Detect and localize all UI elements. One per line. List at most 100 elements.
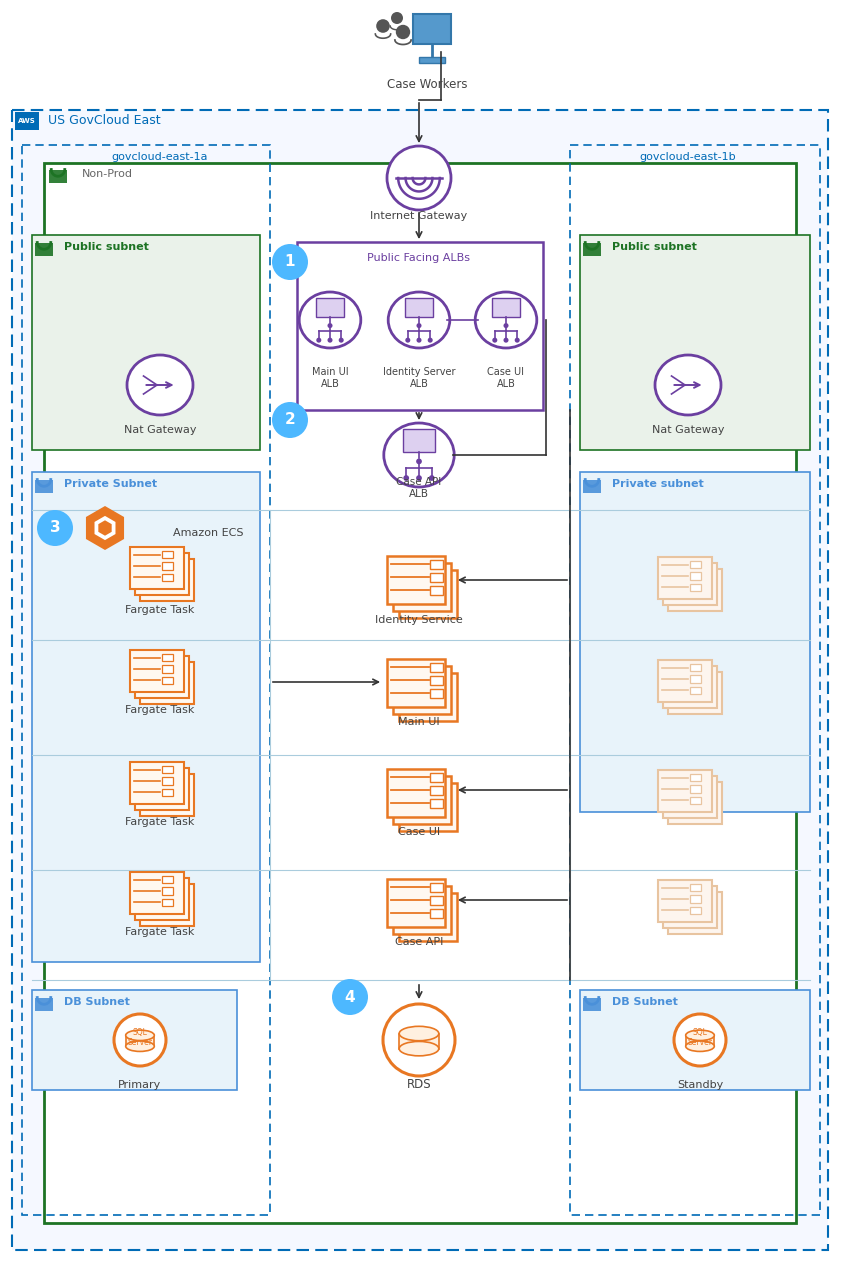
FancyBboxPatch shape bbox=[658, 557, 712, 599]
Circle shape bbox=[492, 338, 497, 343]
FancyBboxPatch shape bbox=[431, 785, 443, 794]
Text: Amazon ECS: Amazon ECS bbox=[173, 527, 244, 538]
FancyBboxPatch shape bbox=[393, 886, 451, 934]
FancyBboxPatch shape bbox=[162, 899, 173, 906]
FancyBboxPatch shape bbox=[431, 676, 443, 685]
Circle shape bbox=[387, 146, 451, 210]
Text: Private Subnet: Private Subnet bbox=[64, 479, 157, 489]
Text: Standby: Standby bbox=[677, 1080, 723, 1091]
FancyBboxPatch shape bbox=[690, 797, 701, 803]
FancyBboxPatch shape bbox=[583, 479, 601, 493]
FancyBboxPatch shape bbox=[690, 686, 701, 694]
Circle shape bbox=[416, 338, 421, 343]
Text: Fargate Task: Fargate Task bbox=[125, 605, 194, 615]
FancyBboxPatch shape bbox=[162, 876, 173, 883]
Text: Fargate Task: Fargate Task bbox=[125, 817, 194, 827]
Text: Public Facing ALBs: Public Facing ALBs bbox=[368, 253, 470, 263]
FancyBboxPatch shape bbox=[162, 573, 173, 581]
FancyBboxPatch shape bbox=[399, 783, 457, 831]
Text: DB Subnet: DB Subnet bbox=[64, 996, 130, 1007]
Polygon shape bbox=[86, 506, 124, 550]
FancyBboxPatch shape bbox=[690, 785, 701, 793]
Text: SQL
Server: SQL Server bbox=[128, 1028, 152, 1047]
FancyBboxPatch shape bbox=[135, 878, 189, 920]
Circle shape bbox=[396, 25, 410, 39]
Circle shape bbox=[428, 338, 433, 343]
Text: DB Subnet: DB Subnet bbox=[612, 996, 678, 1007]
FancyBboxPatch shape bbox=[431, 773, 443, 782]
FancyBboxPatch shape bbox=[431, 573, 443, 582]
FancyBboxPatch shape bbox=[49, 169, 67, 183]
FancyBboxPatch shape bbox=[387, 878, 445, 927]
FancyBboxPatch shape bbox=[393, 775, 451, 824]
Text: Main UI
ALB: Main UI ALB bbox=[312, 367, 348, 389]
Polygon shape bbox=[94, 516, 115, 540]
Circle shape bbox=[37, 510, 73, 547]
Text: SQL
Server: SQL Server bbox=[687, 1028, 712, 1047]
Ellipse shape bbox=[399, 1026, 439, 1041]
FancyBboxPatch shape bbox=[135, 768, 189, 810]
Text: Nat Gateway: Nat Gateway bbox=[652, 425, 724, 435]
FancyBboxPatch shape bbox=[399, 1033, 439, 1049]
Text: Identity Service: Identity Service bbox=[375, 615, 463, 625]
Text: Case API: Case API bbox=[394, 937, 443, 947]
FancyBboxPatch shape bbox=[387, 769, 445, 817]
FancyBboxPatch shape bbox=[663, 563, 717, 605]
FancyBboxPatch shape bbox=[162, 550, 173, 558]
FancyBboxPatch shape bbox=[162, 562, 173, 569]
Circle shape bbox=[114, 1014, 166, 1066]
FancyBboxPatch shape bbox=[431, 586, 443, 595]
FancyBboxPatch shape bbox=[583, 243, 601, 255]
Text: 4: 4 bbox=[345, 990, 355, 1004]
Text: Case UI: Case UI bbox=[398, 827, 440, 838]
FancyBboxPatch shape bbox=[316, 297, 344, 318]
Text: Non-Prod: Non-Prod bbox=[82, 169, 133, 179]
FancyBboxPatch shape bbox=[580, 472, 810, 812]
FancyBboxPatch shape bbox=[399, 569, 457, 618]
FancyBboxPatch shape bbox=[690, 906, 701, 914]
Circle shape bbox=[504, 323, 509, 328]
FancyBboxPatch shape bbox=[690, 572, 701, 580]
Polygon shape bbox=[98, 520, 112, 535]
Ellipse shape bbox=[125, 1041, 154, 1051]
Text: Primary: Primary bbox=[119, 1080, 161, 1091]
FancyBboxPatch shape bbox=[32, 472, 260, 962]
Circle shape bbox=[339, 338, 344, 343]
FancyBboxPatch shape bbox=[431, 909, 443, 918]
Circle shape bbox=[504, 338, 509, 343]
Ellipse shape bbox=[383, 423, 454, 487]
FancyBboxPatch shape bbox=[668, 672, 722, 714]
FancyBboxPatch shape bbox=[162, 766, 173, 773]
Circle shape bbox=[272, 244, 308, 280]
Ellipse shape bbox=[685, 1041, 714, 1051]
FancyBboxPatch shape bbox=[419, 57, 445, 64]
Ellipse shape bbox=[299, 292, 361, 348]
FancyBboxPatch shape bbox=[431, 689, 443, 698]
Text: govcloud-east-1a: govcloud-east-1a bbox=[112, 153, 209, 161]
FancyBboxPatch shape bbox=[658, 770, 712, 812]
FancyBboxPatch shape bbox=[431, 883, 443, 892]
Circle shape bbox=[332, 979, 368, 1016]
FancyBboxPatch shape bbox=[297, 241, 543, 411]
Text: Internet Gateway: Internet Gateway bbox=[370, 211, 468, 221]
FancyBboxPatch shape bbox=[658, 660, 712, 702]
Text: 3: 3 bbox=[50, 521, 61, 535]
FancyBboxPatch shape bbox=[387, 658, 445, 707]
FancyBboxPatch shape bbox=[135, 553, 189, 595]
Ellipse shape bbox=[125, 1030, 154, 1041]
Ellipse shape bbox=[685, 1030, 714, 1041]
FancyBboxPatch shape bbox=[583, 998, 601, 1010]
Circle shape bbox=[327, 338, 332, 343]
Circle shape bbox=[316, 338, 321, 343]
FancyBboxPatch shape bbox=[140, 774, 194, 816]
FancyBboxPatch shape bbox=[690, 675, 701, 683]
Text: Case UI
ALB: Case UI ALB bbox=[488, 367, 525, 389]
FancyBboxPatch shape bbox=[15, 112, 39, 130]
FancyBboxPatch shape bbox=[130, 547, 184, 588]
FancyBboxPatch shape bbox=[130, 763, 184, 805]
FancyBboxPatch shape bbox=[135, 656, 189, 698]
FancyBboxPatch shape bbox=[140, 885, 194, 927]
FancyBboxPatch shape bbox=[658, 880, 712, 921]
Circle shape bbox=[272, 402, 308, 438]
FancyBboxPatch shape bbox=[690, 663, 701, 671]
